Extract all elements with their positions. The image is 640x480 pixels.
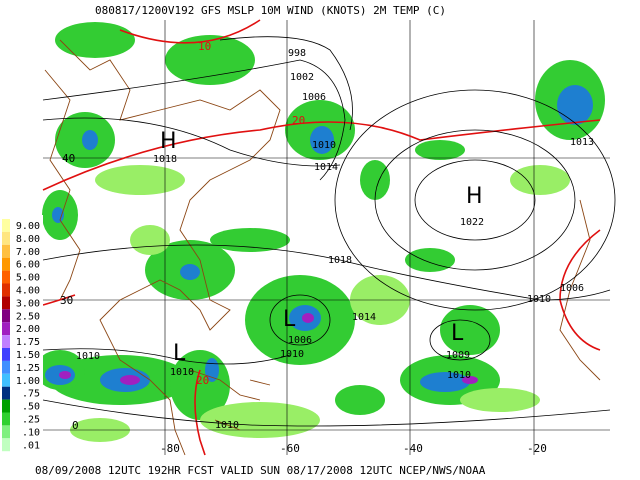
legend-swatch [2, 270, 10, 284]
isobar-label: 998 [288, 48, 306, 59]
legend-swatch [2, 231, 10, 245]
legend-swatch [2, 309, 10, 323]
lat-label: 40 [62, 152, 75, 165]
isobar-label: 1010 [215, 420, 239, 431]
legend-label: 1.00 [16, 376, 40, 387]
legend-swatch [2, 399, 10, 413]
legend-label: 4.00 [16, 286, 40, 297]
legend-label: 9.00 [16, 221, 40, 232]
isobar-label: 1018 [153, 154, 177, 165]
isobar-label: 1010 [527, 294, 551, 305]
temperature-label: 20 [196, 374, 209, 387]
legend-swatch [2, 257, 10, 271]
isobar-label: 1022 [460, 217, 484, 228]
isobar-label: 1010 [76, 351, 100, 362]
pressure-center: H [160, 129, 177, 154]
isobar-label: 1002 [290, 72, 314, 83]
legend-swatch [2, 348, 10, 361]
legend-label: 1.50 [16, 350, 40, 361]
grid-lines [43, 20, 610, 455]
legend-swatch [2, 360, 10, 374]
legend-label: .10 [22, 427, 40, 438]
isobar-label: 1006 [288, 335, 312, 346]
legend-swatch [2, 296, 10, 310]
footer: 08/09/2008 12UTC 192HR FCST VALID SUN 08… [35, 464, 486, 477]
isobars [42, 36, 616, 427]
legend-label: 7.00 [16, 247, 40, 258]
isobar-label: 1006 [560, 283, 584, 294]
legend-swatch [2, 335, 10, 348]
coastlines [44, 39, 601, 456]
legend-swatch [2, 373, 10, 387]
lat-label: 0 [72, 419, 79, 432]
pressure-center: L [173, 341, 186, 366]
isobar-label: 1014 [314, 162, 338, 173]
legend-label: 2.00 [16, 324, 40, 335]
precip-legend: 9.00 8.00 7.00 6.00 5.00 4.003.00 2.50 2.00 1.75… [0, 215, 43, 455]
legend-label: 8.00 [16, 234, 40, 245]
legend-label: 6.00 [16, 260, 40, 271]
legend-swatch [2, 438, 10, 452]
legend-swatch [2, 219, 10, 232]
legend-label: .50 [22, 402, 40, 413]
legend-swatch [2, 244, 10, 258]
isobar-label: 1009 [446, 350, 470, 361]
legend-label: 1.25 [16, 363, 40, 374]
isobar-label: 1010 [312, 140, 336, 151]
pressure-center: L [283, 307, 296, 332]
legend-swatch [2, 386, 10, 400]
legend-swatch [2, 283, 10, 297]
isobar-label: 1010 [280, 349, 304, 360]
isobar-label: 1006 [302, 92, 326, 103]
pressure-center: H [466, 184, 483, 209]
legend-label: 3.00 [16, 298, 40, 309]
legend-label: .01 [22, 440, 40, 451]
legend-label: .75 [22, 389, 40, 400]
header: 080817/1200V192 GFS MSLP 10M WIND (KNOTS… [95, 4, 446, 17]
legend-swatch [2, 425, 10, 439]
legend-label: 5.00 [16, 273, 40, 284]
temperature-label: 10 [198, 40, 211, 53]
isobar-label: 1010 [170, 367, 194, 378]
map-labels: -80 -60 -40 -20 40 30 0 998 1002 1006 1010 1014 1018… [60, 40, 594, 455]
legend-label: 2.50 [16, 311, 40, 322]
legend-swatch [2, 322, 10, 336]
lon-label: -60 [280, 442, 300, 455]
precip-areas [35, 22, 605, 442]
lon-label: -20 [527, 442, 547, 455]
lon-label: -40 [403, 442, 423, 455]
lat-label: 30 [60, 294, 73, 307]
lon-label: -80 [160, 442, 180, 455]
temperature-lines [42, 19, 601, 456]
legend-swatch [2, 412, 10, 426]
isobar-label: 1013 [570, 137, 594, 148]
temperature-label: 20 [292, 114, 305, 127]
isobar-label: 1014 [352, 312, 376, 323]
legend-label: 1.75 [16, 337, 40, 348]
isobar-label: 1018 [328, 255, 352, 266]
pressure-center: L [451, 321, 464, 346]
legend-label: .25 [22, 415, 40, 426]
isobar-label: 1010 [447, 370, 471, 381]
